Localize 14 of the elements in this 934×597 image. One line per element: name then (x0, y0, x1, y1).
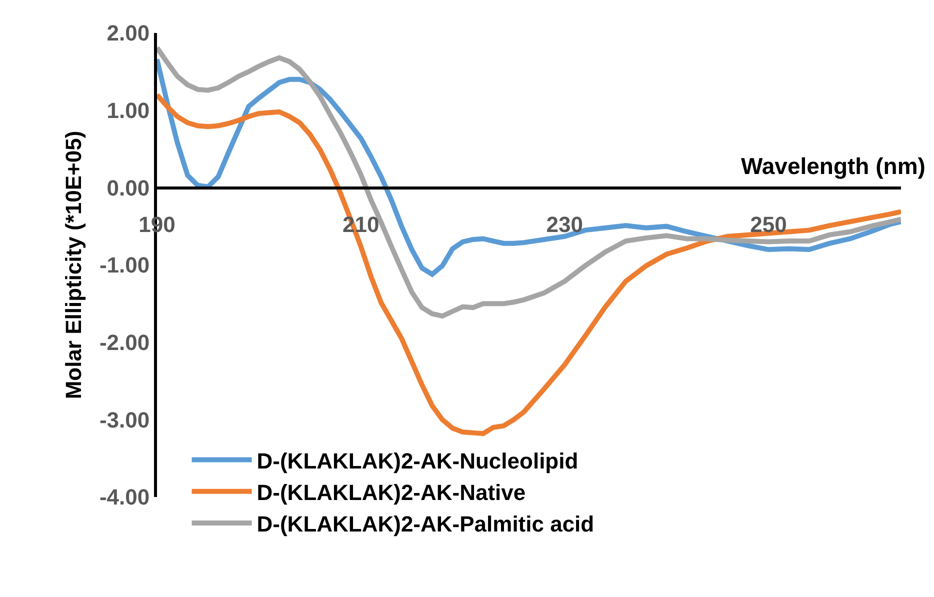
x-tick-label: 230 (546, 212, 584, 238)
y-tick-label: -1.00 (99, 252, 150, 278)
y-axis-title: Molar Ellipticity (*10E+05) (61, 130, 86, 400)
x-tick-label: 250 (750, 212, 787, 238)
y-tick-label: 0.00 (106, 175, 150, 200)
y-tick-label: -4.00 (99, 484, 150, 510)
y-tick-label: 1.00 (106, 98, 150, 124)
y-tick-label: -3.00 (99, 407, 150, 432)
legend-label: D-(KLAKLAK)2-AK-Native (256, 480, 526, 505)
legend-label: D-(KLAKLAK)2-AK-Palmitic acid (256, 512, 594, 537)
y-tick-label: 2.00 (106, 20, 150, 46)
x-axis-title: Wavelength (nm) (741, 153, 926, 179)
legend-label: D-(KLAKLAK)2-AK-Nucleolipid (256, 448, 578, 474)
y-tick-label: -2.00 (99, 330, 150, 356)
